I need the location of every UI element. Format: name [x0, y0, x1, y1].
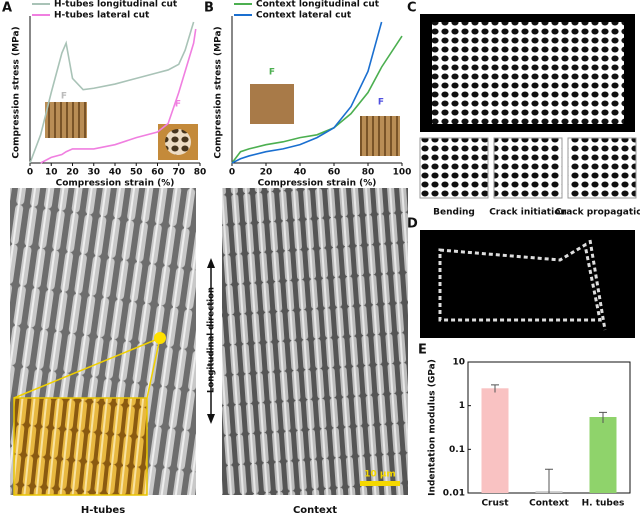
- x-tick-label: 20: [66, 168, 79, 178]
- callout-dot: [154, 332, 166, 344]
- y-tick-label: 0.1: [449, 445, 465, 455]
- deformed-image: [420, 230, 635, 338]
- y-tick-label: 10: [452, 358, 465, 368]
- y-axis-label: Indentation modulus (GPa): [428, 359, 438, 496]
- scale-label: 10 μm: [364, 470, 396, 480]
- legend-label: Context lateral cut: [256, 11, 352, 21]
- crack-image: [567, 137, 637, 199]
- series-line: [29, 21, 195, 164]
- x-tick-label: 50: [130, 168, 143, 178]
- panel-label: C: [407, 1, 417, 16]
- force-label: F: [61, 92, 67, 102]
- y-axis-label: Compression stress (MPa): [12, 26, 22, 158]
- error-bar: [599, 411, 607, 424]
- x-tick-label: 70: [172, 168, 185, 178]
- x-tick-label: H. tubes: [582, 499, 625, 509]
- crack-image: [419, 137, 489, 199]
- caption: Crack propagation: [555, 208, 640, 218]
- y-tick-label: 1: [459, 401, 465, 411]
- y-tick-label: 0.01: [443, 489, 465, 499]
- panel-label: E: [418, 343, 427, 358]
- legend-label: H-tubes longitudinal cut: [54, 0, 178, 10]
- x-tick-label: 60: [328, 168, 341, 178]
- bar: [589, 417, 617, 493]
- inset-image: [13, 397, 148, 496]
- x-tick-label: 100: [393, 168, 412, 178]
- callout: [146, 337, 161, 399]
- caption: H-tubes: [81, 505, 125, 516]
- legend-label: H-tubes lateral cut: [54, 11, 150, 21]
- panel-label: D: [407, 217, 418, 232]
- x-tick-label: 20: [260, 168, 273, 178]
- x-tick-label: 60: [151, 168, 164, 178]
- x-tick-label: 0: [229, 168, 235, 178]
- honeycomb: [432, 22, 624, 124]
- x-tick-label: 10: [45, 168, 58, 178]
- arrow-head: [207, 414, 215, 424]
- inset-photo: [250, 84, 294, 124]
- x-tick-label: 40: [294, 168, 307, 178]
- x-axis-label: Compression strain (%): [258, 179, 377, 189]
- panel-label: A: [2, 1, 12, 16]
- panel-label: B: [204, 1, 214, 16]
- x-tick-label: 80: [194, 168, 207, 178]
- inset-photo: [360, 116, 400, 156]
- series-line: [231, 21, 383, 164]
- callout: [13, 337, 161, 399]
- bar: [481, 388, 509, 493]
- legend-label: Context longitudinal cut: [256, 0, 380, 10]
- x-tick-label: Context: [529, 499, 569, 509]
- x-tick-label: 0: [27, 168, 33, 178]
- y-axis-label: Compression stress (MPa): [214, 26, 224, 158]
- series-line: [231, 35, 403, 164]
- x-tick-label: 30: [87, 168, 100, 178]
- caption: Crack initiation: [489, 208, 567, 218]
- x-axis-label: Compression strain (%): [56, 179, 175, 189]
- force-label: F: [269, 68, 275, 78]
- deformed-structure: [438, 239, 607, 331]
- inset-photo: [45, 102, 87, 138]
- caption: Bending: [433, 208, 475, 218]
- arrow-head: [207, 258, 215, 268]
- direction-label: Longitudinal direction: [207, 287, 217, 393]
- x-tick-label: 80: [362, 168, 375, 178]
- caption: Context: [293, 505, 337, 516]
- force-label: F: [175, 100, 181, 110]
- error-bar: [545, 468, 553, 493]
- series-line: [40, 28, 197, 164]
- crack-image: [493, 137, 563, 199]
- inset-pattern: [165, 129, 191, 155]
- sem-image: [222, 188, 408, 495]
- x-tick-label: Crust: [481, 499, 509, 509]
- force-label: F: [378, 98, 384, 108]
- error-bar: [491, 384, 499, 393]
- scale-bar: [360, 481, 400, 486]
- x-tick-label: 40: [109, 168, 122, 178]
